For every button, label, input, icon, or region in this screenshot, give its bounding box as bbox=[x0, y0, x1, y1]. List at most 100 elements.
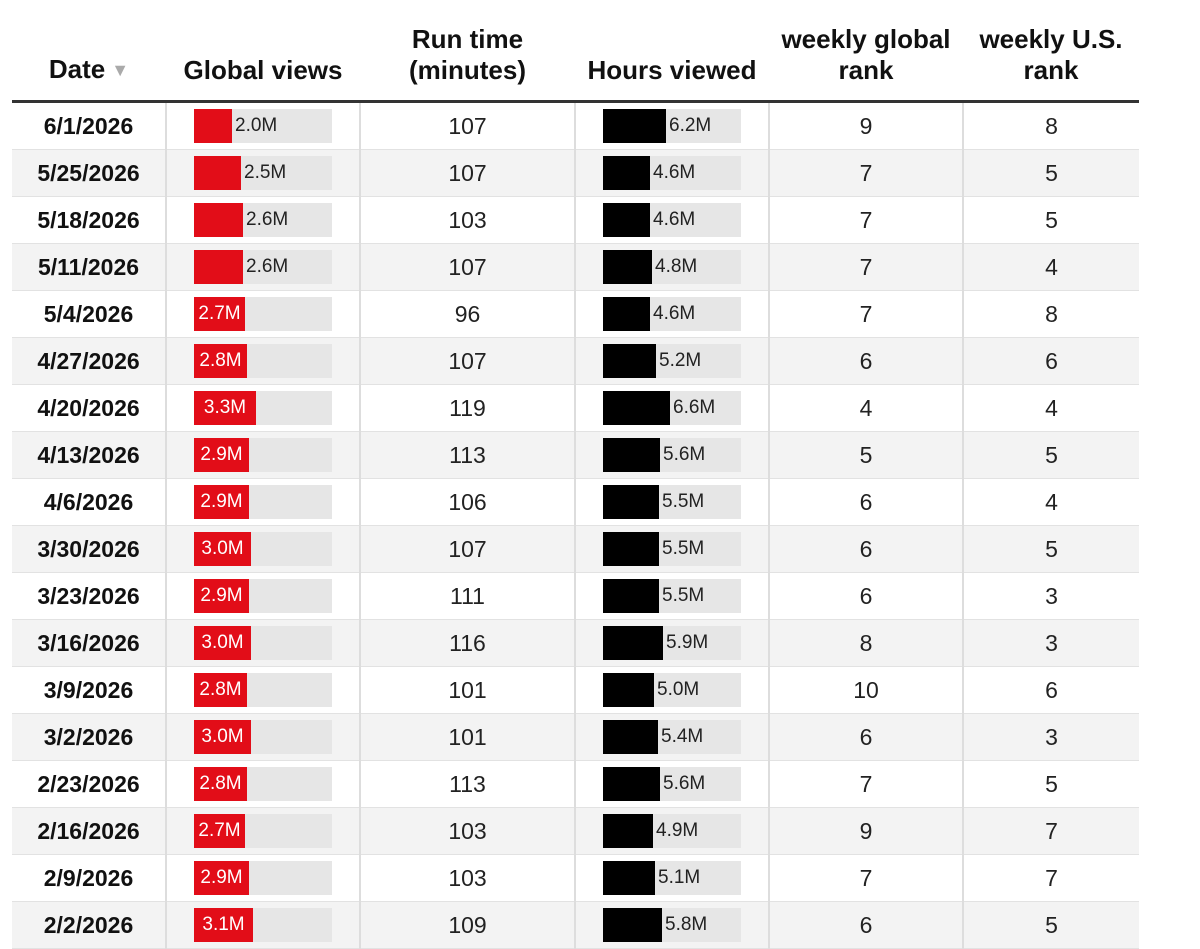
us-rank-cell: 4 bbox=[962, 384, 1139, 432]
run-time-cell: 111 bbox=[359, 572, 575, 620]
global-views-cell: 2.6M bbox=[165, 196, 360, 244]
date-cell: 3/2/2026 bbox=[12, 713, 166, 761]
global-views-bar-track: 2.9M bbox=[194, 861, 332, 895]
hours-viewed-bar-track: 4.6M bbox=[603, 156, 741, 190]
hours-viewed-cell: 5.6M bbox=[574, 760, 769, 808]
global-views-bar bbox=[194, 297, 245, 331]
run-time-cell: 96 bbox=[359, 290, 575, 338]
hours-viewed-bar-track: 6.2M bbox=[603, 109, 741, 143]
global-views-cell: 2.9M bbox=[165, 478, 360, 526]
global-views-bar-track: 2.9M bbox=[194, 579, 332, 613]
table-row: 3/16/2026 3.0M 116 5.9M 8 3 bbox=[12, 619, 1139, 667]
hours-viewed-label: 4.6M bbox=[653, 303, 696, 324]
hours-viewed-label: 5.5M bbox=[662, 491, 705, 512]
global-views-label: 3.0M bbox=[201, 538, 244, 559]
hours-viewed-bar-track: 5.5M bbox=[603, 579, 741, 613]
hours-viewed-bar-track: 5.4M bbox=[603, 720, 741, 754]
global-views-bar-track: 2.0M bbox=[194, 109, 332, 143]
global-views-bar bbox=[194, 720, 251, 754]
date-cell: 2/23/2026 bbox=[12, 760, 166, 808]
us-rank-cell: 7 bbox=[962, 854, 1139, 902]
global-views-label: 2.0M bbox=[235, 115, 278, 136]
date-header-label: Date bbox=[48, 54, 106, 84]
sort-descending-icon[interactable]: ▼ bbox=[111, 60, 130, 80]
global-views-bar bbox=[194, 156, 241, 190]
global-rank-cell: 8 bbox=[768, 619, 963, 667]
global-rank-cell: 6 bbox=[768, 713, 963, 761]
hours-viewed-bar bbox=[603, 156, 650, 190]
hours-viewed-bar bbox=[603, 861, 655, 895]
hours-viewed-label: 4.8M bbox=[655, 256, 698, 277]
global-views-cell: 3.3M bbox=[165, 384, 360, 432]
hours-viewed-column-header[interactable]: Hours viewed bbox=[575, 0, 769, 103]
global-views-cell: 2.6M bbox=[165, 243, 360, 291]
global-views-label: 2.9M bbox=[200, 585, 243, 606]
hours-viewed-bar-track: 4.9M bbox=[603, 814, 741, 848]
date-cell: 2/2/2026 bbox=[12, 901, 166, 949]
us-rank-cell: 3 bbox=[962, 619, 1139, 667]
global-views-column-header[interactable]: Global views bbox=[166, 0, 360, 103]
hours-viewed-bar-track: 5.0M bbox=[603, 673, 741, 707]
hours-viewed-bar bbox=[603, 814, 653, 848]
hours-viewed-bar-track: 5.6M bbox=[603, 438, 741, 472]
global-views-label: 2.9M bbox=[200, 444, 243, 465]
hours-viewed-bar-track: 6.6M bbox=[603, 391, 741, 425]
us-rank-cell: 5 bbox=[962, 901, 1139, 949]
table-row: 3/9/2026 2.8M 101 5.0M 10 6 bbox=[12, 666, 1139, 714]
us-rank-cell: 4 bbox=[962, 478, 1139, 526]
global-rank-column-header[interactable]: weekly global rank bbox=[769, 0, 963, 103]
global-views-bar-track: 2.7M bbox=[194, 297, 332, 331]
global-views-bar bbox=[194, 109, 232, 143]
date-cell: 4/20/2026 bbox=[12, 384, 166, 432]
us-rank-cell: 7 bbox=[962, 807, 1139, 855]
hours-viewed-cell: 5.4M bbox=[574, 713, 769, 761]
global-rank-cell: 6 bbox=[768, 337, 963, 385]
hours-viewed-cell: 5.1M bbox=[574, 854, 769, 902]
run-time-cell: 101 bbox=[359, 666, 575, 714]
hours-viewed-label: 5.0M bbox=[657, 679, 700, 700]
date-cell: 3/16/2026 bbox=[12, 619, 166, 667]
run-time-column-header[interactable]: Run time (minutes) bbox=[360, 0, 575, 103]
run-time-cell: 103 bbox=[359, 854, 575, 902]
table-row: 3/30/2026 3.0M 107 5.5M 6 5 bbox=[12, 525, 1139, 573]
global-views-label: 2.6M bbox=[246, 256, 289, 277]
hours-viewed-cell: 5.8M bbox=[574, 901, 769, 949]
hours-viewed-bar-track: 5.8M bbox=[603, 908, 741, 942]
hours-viewed-cell: 4.8M bbox=[574, 243, 769, 291]
run-time-cell: 101 bbox=[359, 713, 575, 761]
date-cell: 5/11/2026 bbox=[12, 243, 166, 291]
run-time-cell: 116 bbox=[359, 619, 575, 667]
hours-viewed-label: 5.6M bbox=[663, 444, 706, 465]
global-views-bar bbox=[194, 579, 249, 613]
global-views-bar-track: 3.1M bbox=[194, 908, 332, 942]
date-cell: 5/25/2026 bbox=[12, 149, 166, 197]
date-cell: 2/16/2026 bbox=[12, 807, 166, 855]
global-views-label: 2.8M bbox=[199, 773, 242, 794]
table-row: 4/27/2026 2.8M 107 5.2M 6 6 bbox=[12, 337, 1139, 385]
global-views-bar bbox=[194, 203, 243, 237]
hours-viewed-label: 5.5M bbox=[662, 585, 705, 606]
run-time-cell: 109 bbox=[359, 901, 575, 949]
date-column-header[interactable]: Date ▼ bbox=[12, 0, 166, 103]
run-time-cell: 103 bbox=[359, 196, 575, 244]
global-views-cell: 3.0M bbox=[165, 619, 360, 667]
hours-viewed-bar bbox=[603, 579, 659, 613]
hours-viewed-label: 6.6M bbox=[673, 397, 716, 418]
date-cell: 2/9/2026 bbox=[12, 854, 166, 902]
global-rank-cell: 5 bbox=[768, 431, 963, 479]
hours-viewed-bar bbox=[603, 908, 662, 942]
hours-viewed-cell: 5.5M bbox=[574, 478, 769, 526]
us-rank-cell: 6 bbox=[962, 337, 1139, 385]
hours-viewed-label: 6.2M bbox=[669, 115, 712, 136]
run-time-cell: 107 bbox=[359, 149, 575, 197]
hours-viewed-bar-track: 4.6M bbox=[603, 203, 741, 237]
global-views-cell: 2.9M bbox=[165, 431, 360, 479]
global-rank-cell: 6 bbox=[768, 901, 963, 949]
us-rank-column-header[interactable]: weekly U.S. rank bbox=[963, 0, 1139, 103]
run-time-cell: 119 bbox=[359, 384, 575, 432]
run-time-cell: 113 bbox=[359, 760, 575, 808]
table-row: 3/23/2026 2.9M 111 5.5M 6 3 bbox=[12, 572, 1139, 620]
global-rank-cell: 10 bbox=[768, 666, 963, 714]
global-rank-cell: 7 bbox=[768, 854, 963, 902]
table-row: 5/25/2026 2.5M 107 4.6M 7 5 bbox=[12, 149, 1139, 197]
